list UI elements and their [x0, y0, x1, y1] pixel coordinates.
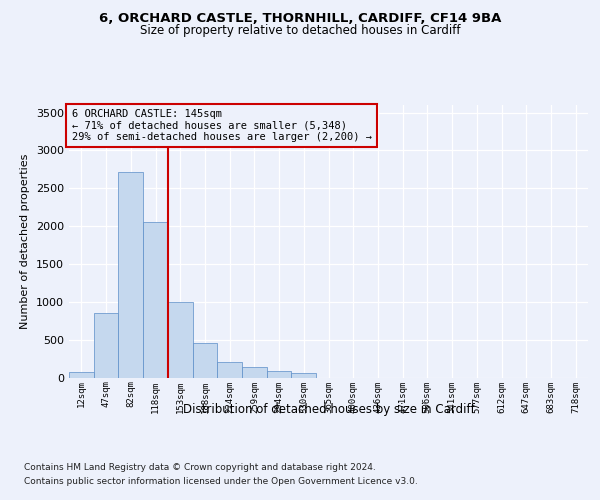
Bar [217, 362, 242, 378]
Text: Contains HM Land Registry data © Crown copyright and database right 2024.: Contains HM Land Registry data © Crown c… [24, 464, 376, 472]
Bar [292, 373, 316, 378]
Bar [242, 367, 267, 378]
Text: Size of property relative to detached houses in Cardiff: Size of property relative to detached ho… [140, 24, 460, 37]
Text: Distribution of detached houses by size in Cardiff: Distribution of detached houses by size … [183, 402, 475, 415]
Bar [118, 172, 143, 378]
Bar [168, 302, 193, 378]
Bar [94, 313, 118, 378]
Bar [143, 222, 168, 378]
Text: 6 ORCHARD CASTLE: 145sqm
← 71% of detached houses are smaller (5,348)
29% of sem: 6 ORCHARD CASTLE: 145sqm ← 71% of detach… [71, 109, 371, 142]
Text: 6, ORCHARD CASTLE, THORNHILL, CARDIFF, CF14 9BA: 6, ORCHARD CASTLE, THORNHILL, CARDIFF, C… [99, 12, 501, 26]
Bar [69, 372, 94, 378]
Y-axis label: Number of detached properties: Number of detached properties [20, 154, 31, 329]
Bar [267, 372, 292, 378]
Bar [193, 344, 217, 378]
Text: Contains public sector information licensed under the Open Government Licence v3: Contains public sector information licen… [24, 477, 418, 486]
